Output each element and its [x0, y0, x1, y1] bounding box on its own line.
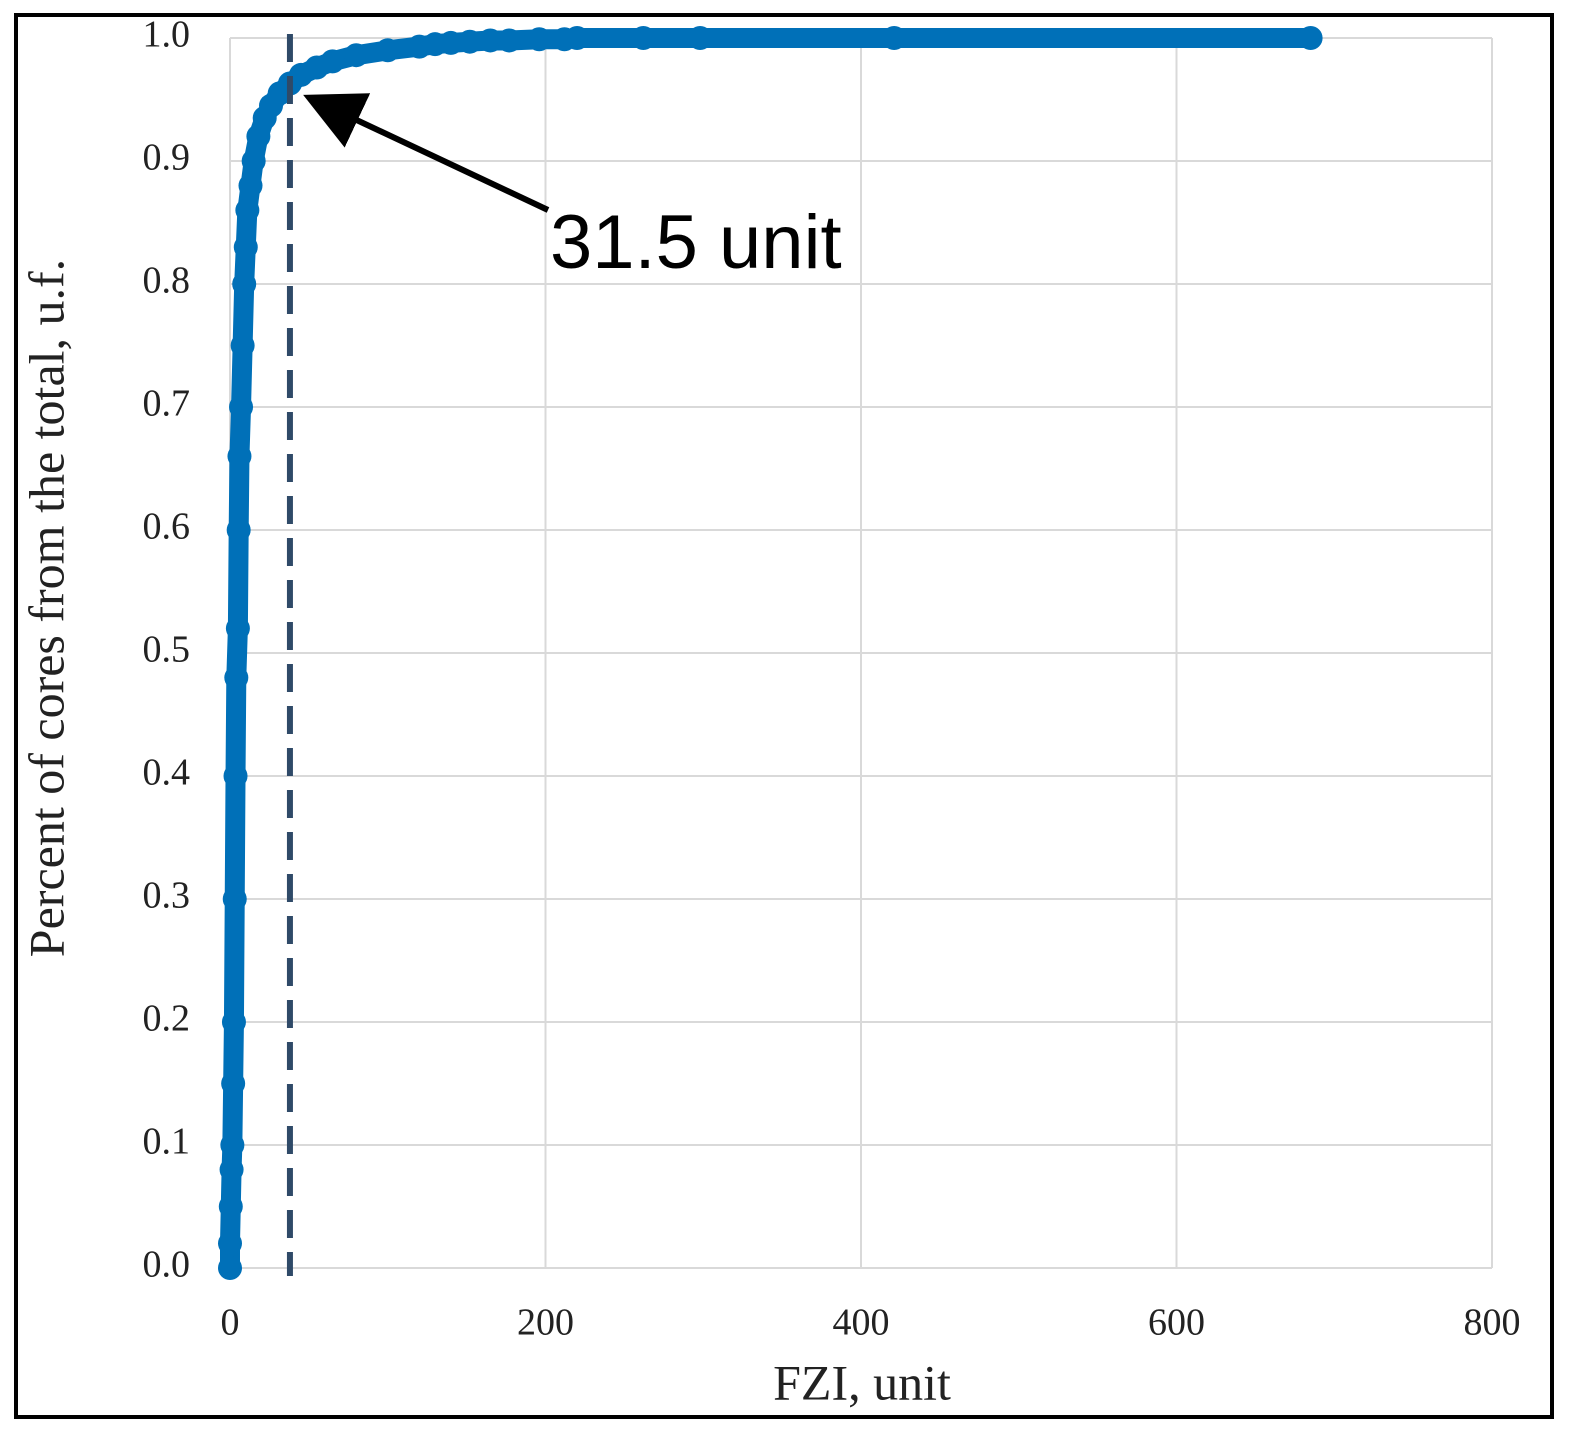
point: [227, 444, 252, 469]
x-tick-label: 400: [833, 1302, 890, 1344]
point: [224, 665, 249, 690]
point: [478, 28, 503, 53]
point: [246, 124, 271, 149]
point: [238, 173, 263, 198]
point: [241, 149, 266, 173]
y-tick-label: 0.2: [143, 998, 191, 1040]
point: [219, 1157, 244, 1182]
point: [375, 38, 400, 63]
point: [226, 518, 251, 542]
point: [1298, 26, 1323, 50]
point: [457, 29, 482, 54]
point: [497, 28, 522, 53]
annotation-arrow: [303, 93, 550, 213]
point: [229, 395, 254, 419]
point: [220, 1133, 245, 1157]
y-tick-label: 1.0: [143, 14, 191, 56]
frame: [14, 13, 1554, 1419]
x-axis-title: FZI, unit: [773, 1354, 951, 1410]
point: [235, 198, 260, 223]
y-tick-label: 0.3: [143, 875, 191, 917]
point: [344, 43, 369, 68]
point: [230, 333, 255, 358]
point: [218, 1231, 242, 1256]
y-tick-label: 0.4: [143, 752, 191, 794]
point: [438, 30, 463, 55]
y-tick-label: 0.5: [143, 629, 191, 671]
point: [225, 616, 250, 641]
y-axis-title: Percent of cores from the total, u.f.: [18, 259, 74, 957]
point: [631, 26, 656, 50]
point: [218, 1194, 243, 1219]
y-tick-label: 0.7: [143, 383, 191, 425]
point: [565, 26, 590, 50]
x-tick-label: 0: [221, 1302, 240, 1344]
point: [222, 887, 247, 911]
point: [218, 1256, 242, 1280]
point: [223, 764, 248, 788]
y-tick-label: 0.6: [143, 506, 191, 548]
point: [221, 1010, 246, 1034]
y-tick-label: 0.0: [143, 1244, 191, 1286]
y-tick-label: 0.9: [143, 137, 191, 179]
point: [232, 272, 257, 296]
x-tick-label: 600: [1148, 1302, 1205, 1344]
point: [527, 27, 552, 52]
y-tick-label: 0.1: [143, 1121, 191, 1163]
point: [882, 26, 907, 50]
x-tick-label: 800: [1464, 1302, 1521, 1344]
y-tick-label: 0.8: [143, 260, 191, 302]
point: [320, 49, 345, 74]
x-tick-label: 200: [517, 1302, 574, 1344]
point: [688, 26, 713, 50]
point: [221, 1071, 246, 1096]
annotation: 31.5 unit: [550, 200, 842, 285]
point: [233, 235, 258, 260]
